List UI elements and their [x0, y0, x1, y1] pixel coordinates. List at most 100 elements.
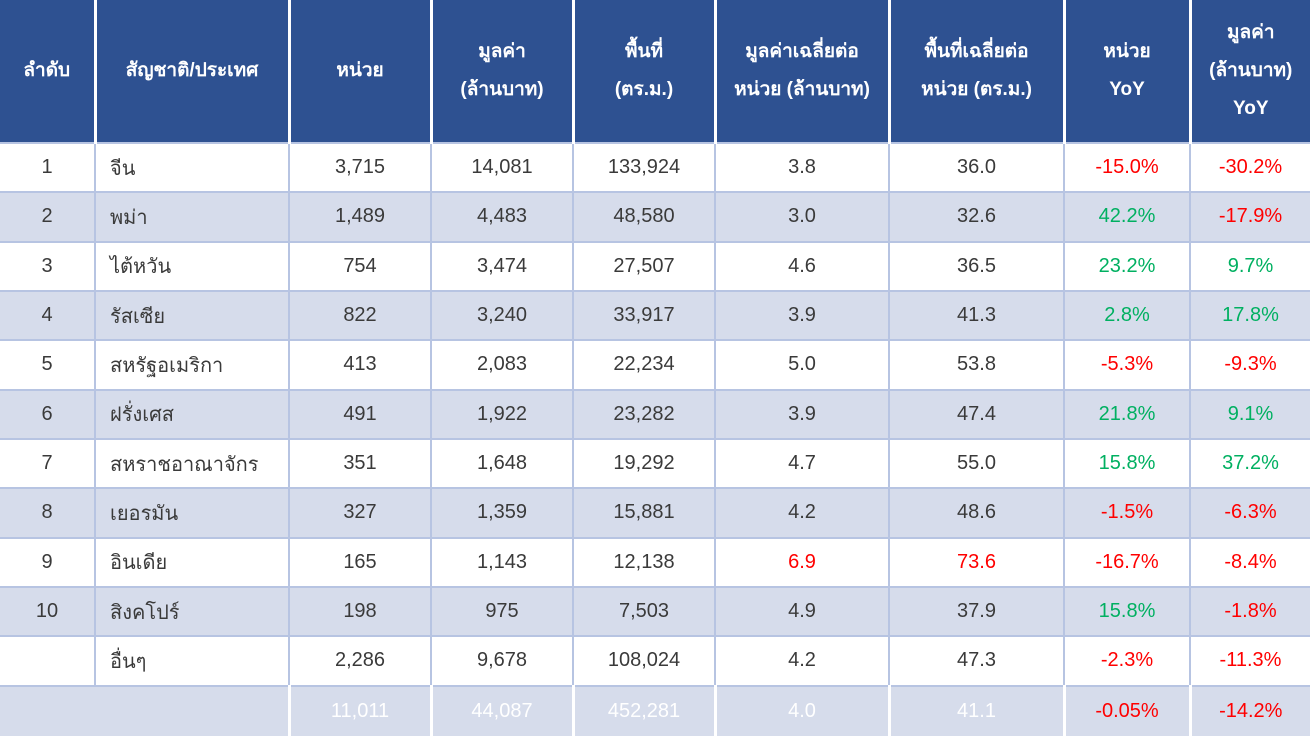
cell-value_yoy: 9.7%	[1189, 240, 1310, 292]
cell-value_yoy: 17.8%	[1189, 289, 1310, 342]
cell-value_yoy: -30.2%	[1189, 141, 1310, 194]
cell-value_yoy: -9.3%	[1189, 339, 1310, 391]
header-units_yoy-line: หน่วย	[1103, 41, 1151, 62]
cell-nationality: สหรัฐอเมริกา	[94, 339, 290, 391]
cell-value_mb: 1,648	[430, 437, 574, 490]
cell-nationality: พม่า	[94, 191, 290, 243]
cell-units: 491	[288, 388, 432, 440]
header-value_mb-line: (ล้านบาท)	[460, 79, 544, 100]
header-avg_value_per_unit-line: หน่วย (ล้านบาท)	[734, 79, 870, 100]
header-area_sqm-line: พื้นที่	[624, 41, 664, 62]
header-value_mb: มูลค่า (ล้านบาท)	[431, 0, 575, 143]
cell-avg_value_per_unit: 3.0	[714, 191, 890, 243]
cell-area_sqm: 22,234	[572, 339, 716, 391]
cell-avg_area_per_unit: 32.6	[888, 191, 1065, 243]
header-avg_area_per_unit-line: หน่วย (ตร.ม.)	[921, 79, 1032, 100]
cell-avg_area_per_unit: 73.6	[888, 536, 1065, 588]
header-row: ลำดับ สัญชาติ/ประเทศ หน่วย มูลค่า (ล้านบาท) พ…	[0, 0, 1310, 143]
cell-value_mb: 3,474	[430, 240, 574, 292]
cell-nationality: ไต้หวัน	[94, 240, 290, 292]
table-row: อื่นๆ 2,286 9,678 108,024 4.2 47.3 -2.3% -11.3%	[0, 635, 1310, 687]
cell-units: 327	[288, 487, 432, 539]
cell-nationality: จีน	[94, 141, 290, 194]
header-nationality-line: สัญชาติ/ประเทศ	[125, 60, 259, 81]
cell-area_sqm: 133,924	[572, 141, 716, 194]
total-cell-area_sqm: 452,281	[573, 685, 717, 736]
cell-units: 165	[288, 536, 432, 588]
cell-avg_value_per_unit: 3.9	[714, 388, 890, 440]
cell-nationality: สหราชอาณาจักร	[94, 437, 290, 490]
cell-area_sqm: 33,917	[572, 289, 716, 342]
header-avg_value_per_unit-line: มูลค่าเฉลี่ยต่อ	[745, 41, 859, 62]
cell-avg_value_per_unit: 4.2	[714, 487, 890, 539]
cell-units_yoy: 15.8%	[1063, 585, 1191, 638]
cell-value_yoy: -6.3%	[1189, 487, 1310, 539]
header-units: หน่วย	[289, 0, 433, 143]
cell-avg_area_per_unit: 55.0	[888, 437, 1065, 490]
cell-avg_area_per_unit: 47.3	[888, 635, 1065, 687]
cell-units_yoy: -16.7%	[1063, 536, 1191, 588]
cell-avg_value_per_unit: 4.9	[714, 585, 890, 638]
cell-value_mb: 1,143	[430, 536, 574, 588]
header-units-line: หน่วย	[336, 60, 384, 81]
cell-avg_area_per_unit: 53.8	[888, 339, 1065, 391]
header-rank: ลำดับ	[0, 0, 97, 143]
cell-value_yoy: -17.9%	[1189, 191, 1310, 243]
cell-area_sqm: 12,138	[572, 536, 716, 588]
cell-nationality: เยอรมัน	[94, 487, 290, 539]
cell-avg_area_per_unit: 36.0	[888, 141, 1065, 194]
cell-area_sqm: 23,282	[572, 388, 716, 440]
cell-nationality: ฝรั่งเศส	[94, 388, 290, 440]
cell-units_yoy: -5.3%	[1063, 339, 1191, 391]
header-units_yoy-line: YoY	[1109, 79, 1145, 100]
cell-area_sqm: 7,503	[572, 585, 716, 638]
table-row: 2 พม่า 1,489 4,483 48,580 3.0 32.6 42.2% -17.9%	[0, 191, 1310, 243]
cell-value_mb: 1,359	[430, 487, 574, 539]
cell-rank: 8	[0, 487, 96, 539]
header-units_yoy: หน่วย YoY	[1064, 0, 1192, 143]
cell-avg_value_per_unit: 3.9	[714, 289, 890, 342]
total-cell-avg_area_per_unit: 41.1	[889, 685, 1066, 736]
total-cell-units: 11,011	[289, 685, 433, 736]
header-area_sqm-line: (ตร.ม.)	[614, 79, 674, 100]
table-row: 4 รัสเซีย 822 3,240 33,917 3.9 41.3 2.8% 17.8%	[0, 289, 1310, 342]
header-avg_value_per_unit: มูลค่าเฉลี่ยต่อหน่วย (ล้านบาท)	[715, 0, 891, 143]
cell-avg_area_per_unit: 36.5	[888, 240, 1065, 292]
table-body: 1 จีน 3,715 14,081 133,924 3.8 36.0 -15.0% -30.2…	[0, 141, 1310, 736]
cell-value_mb: 975	[430, 585, 574, 638]
cell-area_sqm: 108,024	[572, 635, 716, 687]
cell-rank: 7	[0, 437, 96, 490]
cell-units_yoy: 42.2%	[1063, 191, 1191, 243]
cell-units_yoy: 23.2%	[1063, 240, 1191, 292]
cell-value_yoy: -11.3%	[1189, 635, 1310, 687]
cell-avg_area_per_unit: 48.6	[888, 487, 1065, 539]
cell-value_mb: 2,083	[430, 339, 574, 391]
cell-value_mb: 4,483	[430, 191, 574, 243]
header-avg_area_per_unit: พื้นที่เฉลี่ยต่อหน่วย (ตร.ม.)	[889, 0, 1066, 143]
cell-avg_value_per_unit: 4.6	[714, 240, 890, 292]
table-row: 6 ฝรั่งเศส 491 1,922 23,282 3.9 47.4 21.8% 9.1%	[0, 388, 1310, 440]
cell-area_sqm: 48,580	[572, 191, 716, 243]
total-cell-value_yoy: -14.2%	[1190, 685, 1310, 736]
cell-avg_value_per_unit: 5.0	[714, 339, 890, 391]
header-value_mb-line: มูลค่า	[478, 41, 526, 62]
cell-rank: 5	[0, 339, 96, 391]
table-row: 7 สหราชอาณาจักร 351 1,648 19,292 4.7 55.0 15.8%…	[0, 437, 1310, 490]
header-avg_area_per_unit-line: พื้นที่เฉลี่ยต่อ	[924, 41, 1029, 62]
header-rank-line: ลำดับ	[23, 60, 71, 81]
cell-value_mb: 3,240	[430, 289, 574, 342]
cell-units_yoy: -1.5%	[1063, 487, 1191, 539]
cell-area_sqm: 19,292	[572, 437, 716, 490]
cell-rank: 9	[0, 536, 96, 588]
cell-units: 198	[288, 585, 432, 638]
cell-nationality: อื่นๆ	[94, 635, 290, 687]
table-row: 9 อินเดีย 165 1,143 12,138 6.9 73.6 -16.7% -8.4%	[0, 536, 1310, 588]
cell-value_yoy: -1.8%	[1189, 585, 1310, 638]
cell-units_yoy: 21.8%	[1063, 388, 1191, 440]
cell-units: 1,489	[288, 191, 432, 243]
cell-value_mb: 14,081	[430, 141, 574, 194]
cell-units_yoy: -2.3%	[1063, 635, 1191, 687]
table-header: ลำดับ สัญชาติ/ประเทศ หน่วย มูลค่า (ล้านบาท) พ…	[0, 0, 1310, 143]
cell-units: 3,715	[288, 141, 432, 194]
